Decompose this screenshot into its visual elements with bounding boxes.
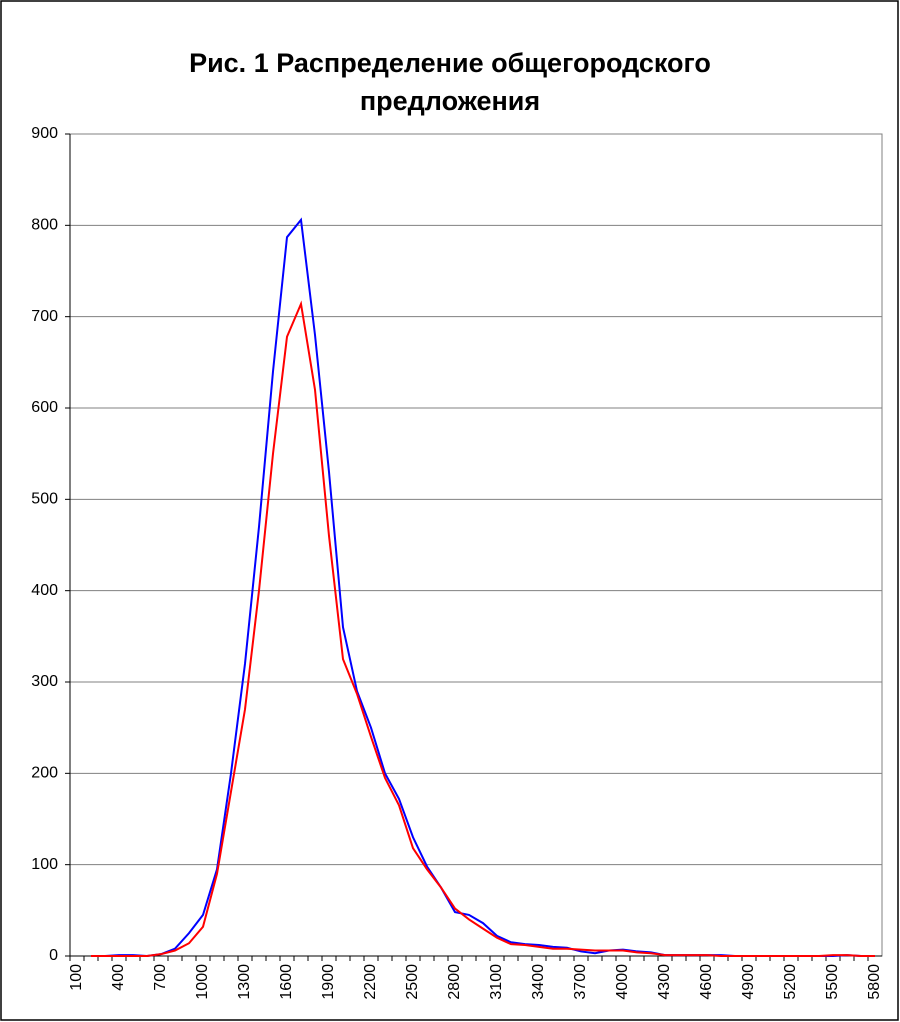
y-tick-label: 400 [31,582,58,599]
x-tick-label: 700 [152,964,169,991]
y-tick-label: 100 [31,856,58,873]
y-tick-label: 600 [31,399,58,416]
x-tick-label: 5200 [782,964,799,1000]
x-tick-label: 1900 [320,964,337,1000]
x-tick-label: 2500 [404,964,421,1000]
x-tick-label: 5800 [866,964,883,1000]
x-tick-label: 400 [110,964,127,991]
y-tick-label: 300 [31,673,58,690]
x-tick-label: 4000 [614,964,631,1000]
y-tick-label: 500 [31,491,58,508]
x-tick-label: 2800 [446,964,463,1000]
y-tick-label: 0 [49,947,58,964]
x-tick-label: 4600 [698,964,715,1000]
x-tick-label: 4300 [656,964,673,1000]
x-tick-label: 2200 [362,964,379,1000]
plot-area [69,133,883,957]
chart-title: Рис. 1 Распределение общегородского пред… [189,48,711,116]
x-tick-label: 3700 [572,964,589,1000]
y-tick-label: 200 [31,765,58,782]
x-tick-label: 1000 [194,964,211,1000]
y-tick-label: 700 [31,308,58,325]
x-tick-label: 5500 [824,964,841,1000]
y-tick-label: 900 [31,125,58,142]
data-line [91,300,875,957]
x-tick-label: 3400 [530,964,547,1000]
y-tick-label: 800 [31,217,58,234]
x-tick-label: 1300 [236,964,253,1000]
x-tick-label: 4900 [740,964,757,1000]
x-tick-label: 1600 [278,964,295,1000]
x-tick-label: 3100 [488,964,505,1000]
x-tick-label: 100 [68,964,85,991]
